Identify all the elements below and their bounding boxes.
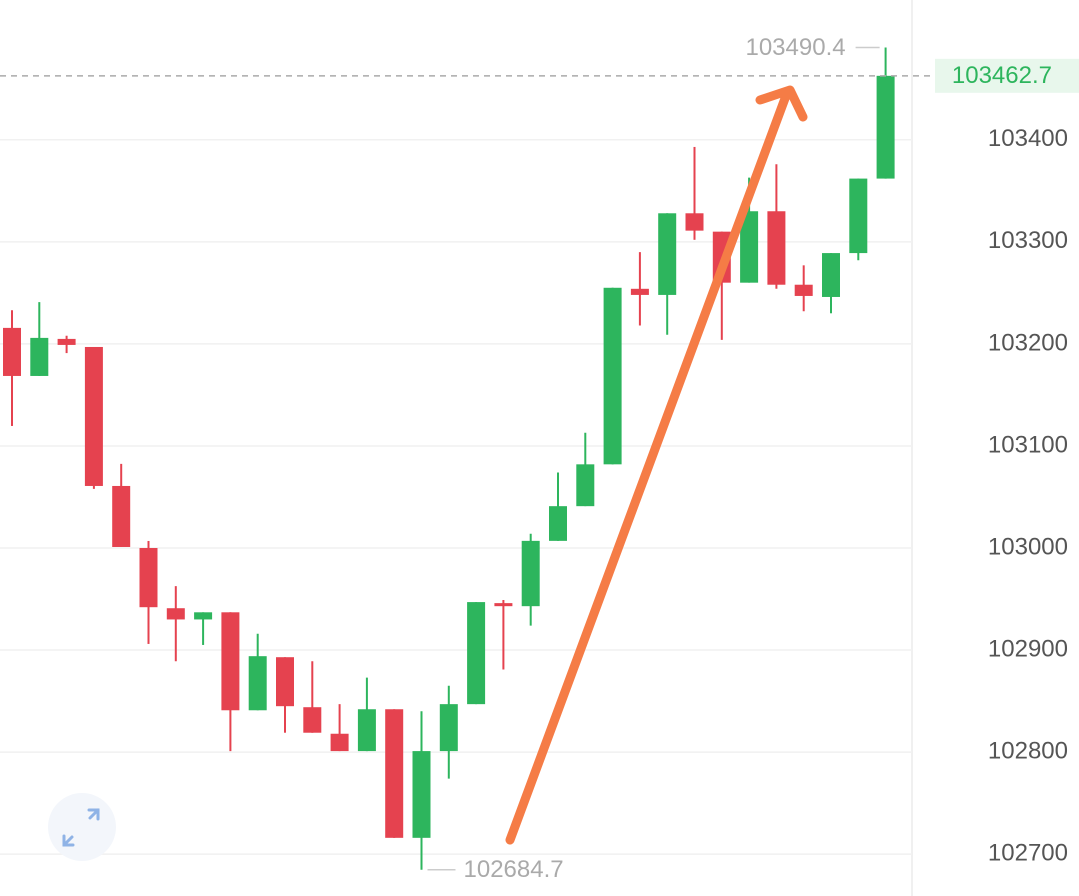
candle-body [139,548,158,608]
expand-button[interactable] [48,793,116,861]
y-tick-label: 103000 [988,533,1068,560]
candle-body [685,213,704,231]
candle-body [767,211,786,285]
y-tick-label: 102700 [988,840,1068,867]
candle-body [3,327,21,376]
y-tick-label: 103100 [988,431,1068,458]
last-price-box [935,58,1079,93]
candle-body [876,75,895,179]
candle-body [740,211,759,283]
candles [0,47,935,870]
candle-body [521,540,540,607]
y-tick-label: 103400 [988,125,1068,152]
trend-arrow [505,85,808,845]
candle-body [385,709,404,838]
y-tick-label: 103300 [988,227,1068,254]
last-price-label: 103462.7 [952,62,1052,89]
y-tick-label: 103200 [988,329,1068,356]
candle-body [494,603,513,607]
candle-body [112,485,131,547]
candle-body [248,656,267,711]
candle-body [467,602,486,705]
candle-body [658,213,677,295]
candle-body [849,178,868,254]
candle-body [276,657,294,707]
y-tick-label: 102800 [988,737,1068,764]
candle-body [330,733,349,752]
candle-body [630,288,649,295]
candle-body [194,612,213,620]
candle-body [57,338,76,345]
candle-body [84,346,103,486]
candle-body [412,751,431,838]
candle-body [357,709,376,752]
labels: 102700 102800 102900 103000 103100 103200 1033… [427,34,1079,883]
candle-body [603,287,622,465]
candle-body [30,337,49,376]
candle-body [166,608,185,620]
candle-body [822,253,840,297]
candle-body [439,704,458,752]
candle-body [549,506,567,541]
y-tick-label: 102900 [988,635,1068,662]
min-label: 102684.7 [464,856,564,883]
max-label: 103490.4 [745,34,845,61]
candle-body [576,464,595,507]
candle-body [794,284,813,296]
candle-body [303,707,322,733]
candle-body [221,612,240,711]
